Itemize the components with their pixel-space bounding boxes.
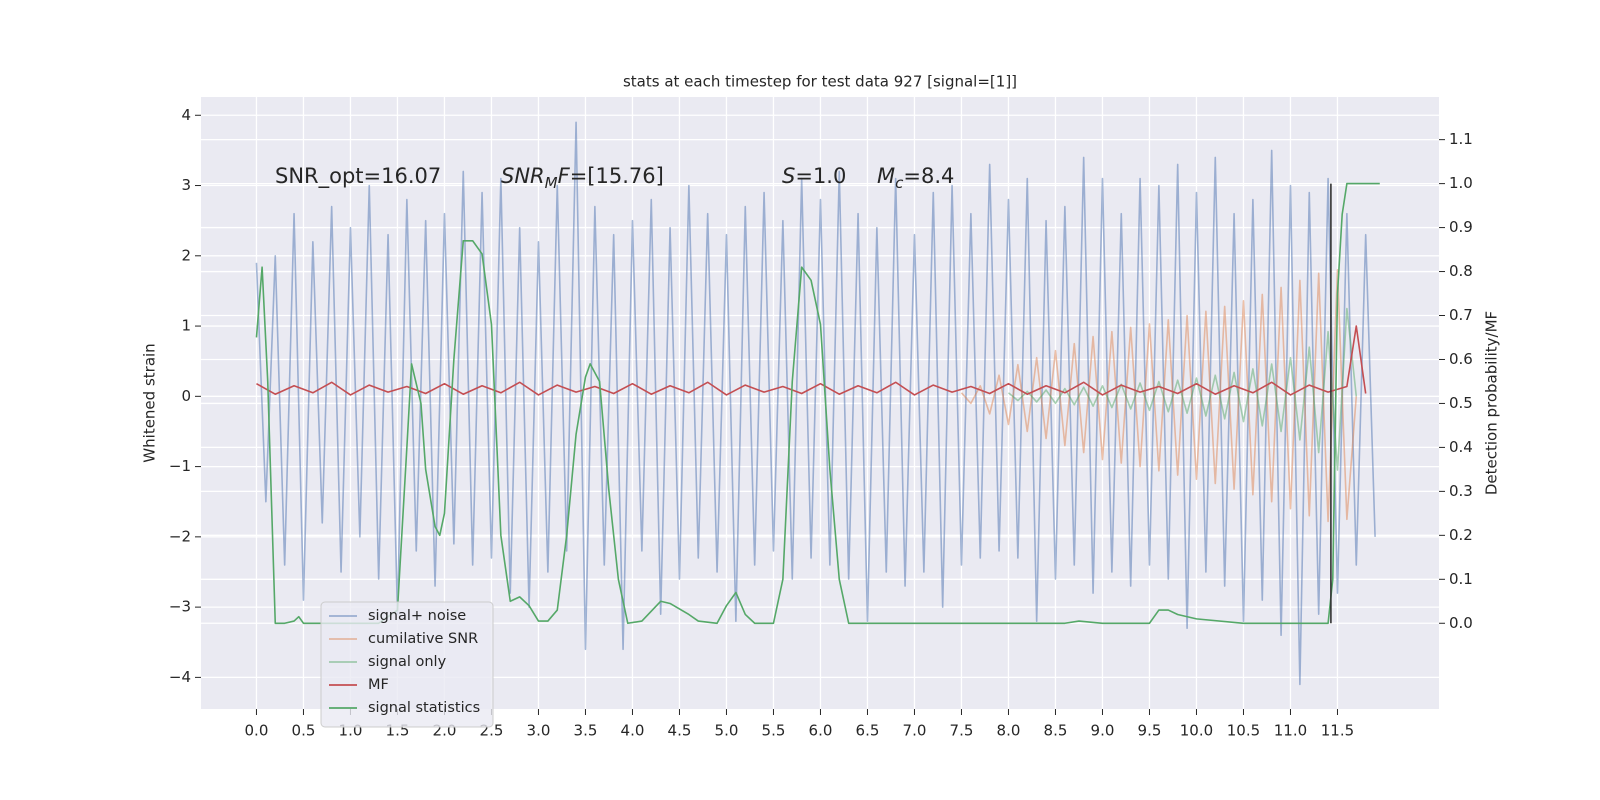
x-tick-label: 6.5 <box>856 722 880 740</box>
y-tick-label: −4 <box>169 668 191 686</box>
x-tick-label: 5.0 <box>715 722 739 740</box>
annotation-part: M <box>545 174 558 192</box>
legend: signal+ noise cumilative SNR signal only MF… <box>320 601 494 728</box>
y-tick-label: −2 <box>169 527 191 545</box>
annotation-part: S <box>782 164 795 188</box>
annotation: S=1.0 <box>782 164 846 188</box>
series-line <box>255 121 1376 686</box>
y-tick-label: 0 <box>181 387 191 405</box>
y-tick-label: −3 <box>169 598 191 616</box>
y-tick-label: 4 <box>181 106 191 124</box>
x-tick-label: 11.0 <box>1274 722 1307 740</box>
x-tick-label: 3.0 <box>527 722 551 740</box>
x-tick-label: 4.0 <box>621 722 645 740</box>
x-tick-label: 9.0 <box>1091 722 1115 740</box>
x-tick-label: 11.5 <box>1321 722 1354 740</box>
y-tick-label: 2 <box>181 246 191 264</box>
y-axis-label: Whitened strain <box>141 343 159 462</box>
legend-box <box>320 601 494 728</box>
y2-tick-label: 1.1 <box>1449 130 1473 148</box>
annotation-part: M <box>877 164 895 188</box>
x-tick-label: 6.0 <box>809 722 833 740</box>
legend-label: signal+ noise <box>368 608 466 624</box>
annotation-part: F <box>558 164 571 188</box>
x-tick-label: 3.5 <box>574 722 598 740</box>
y2-tick-label: 0.6 <box>1449 350 1473 368</box>
series-line <box>256 325 1367 396</box>
series-line <box>960 269 1358 523</box>
y2-tick-label: 0.1 <box>1449 570 1473 588</box>
y2-tick-label: 0.2 <box>1449 526 1473 544</box>
y2-tick-label: 0.4 <box>1449 438 1473 456</box>
legend-label: MF <box>368 677 389 693</box>
x-tick-label: 9.5 <box>1138 722 1162 740</box>
x-tick-label: 10.5 <box>1227 722 1260 740</box>
legend-label: signal only <box>368 654 447 670</box>
x-tick-label: 8.5 <box>1044 722 1068 740</box>
y2-tick-label: 0.5 <box>1449 394 1473 412</box>
y2-tick-label: 0.9 <box>1449 218 1473 236</box>
x-tick-label: 0.0 <box>245 722 269 740</box>
x-tick-label: 7.5 <box>950 722 974 740</box>
x-tick-label: 0.5 <box>292 722 316 740</box>
annotation-part: SNR_opt=16.07 <box>275 164 441 189</box>
annotation-part: =[15.76] <box>570 164 664 188</box>
annotation: SNR_opt=16.07 <box>275 164 441 189</box>
y2-tick-label: 0.8 <box>1449 262 1473 280</box>
y-tick-label: 1 <box>181 317 191 335</box>
annotation: Mc=8.4 <box>877 164 954 192</box>
x-tick-label: 5.5 <box>762 722 786 740</box>
y2-axis-label: Detection probability/MF <box>1483 311 1501 495</box>
y-tick-label: −1 <box>169 457 191 475</box>
y2-tick-label: 0.7 <box>1449 306 1473 324</box>
y2-tick-label: 0.0 <box>1449 614 1473 632</box>
y2-tick-label: 0.3 <box>1449 482 1473 500</box>
legend-label: signal statistics <box>368 700 480 716</box>
y2-tick-label: 1.0 <box>1449 174 1473 192</box>
x-tick-label: 10.0 <box>1180 722 1213 740</box>
annotation-part: SNR <box>501 164 545 188</box>
x-tick-label: 7.0 <box>903 722 927 740</box>
series-line <box>255 182 1380 625</box>
legend-label: cumilative SNR <box>368 631 478 647</box>
annotation-part: c <box>895 174 904 192</box>
chart-title: stats at each timestep for test data 927… <box>623 73 1017 91</box>
annotation: SNRMF=[15.76] <box>501 164 664 192</box>
annotation-part: =8.4 <box>903 164 954 188</box>
y-tick-label: 3 <box>181 176 191 194</box>
x-tick-label: 8.0 <box>997 722 1021 740</box>
x-tick-label: 4.5 <box>668 722 692 740</box>
annotation-part: =1.0 <box>795 164 846 188</box>
